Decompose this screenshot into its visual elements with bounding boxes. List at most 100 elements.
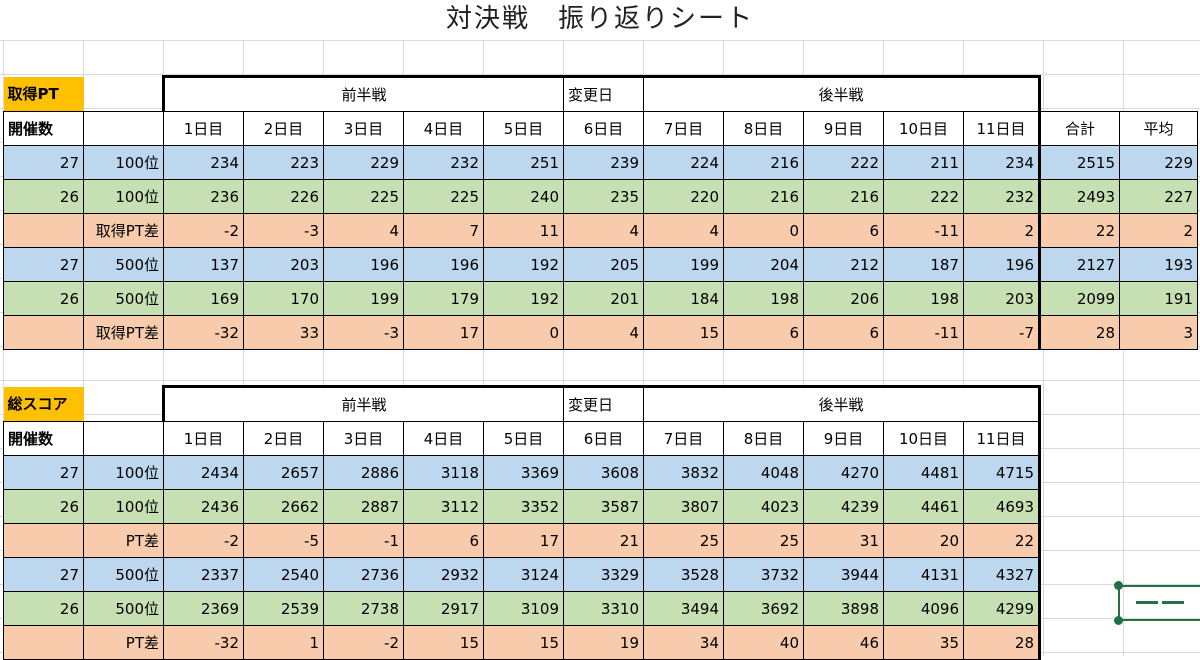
second-half-header[interactable]: 後半戦 (643, 75, 1041, 112)
value-cell[interactable]: 192 (483, 247, 564, 282)
value-cell[interactable]: 239 (563, 145, 644, 180)
value-cell[interactable]: 216 (803, 179, 884, 214)
average-cell[interactable]: 3 (1119, 315, 1198, 350)
value-cell[interactable]: -2 (323, 625, 404, 660)
value-cell[interactable]: 235 (563, 179, 644, 214)
value-cell[interactable]: 2436 (163, 489, 244, 524)
value-cell[interactable]: 3807 (643, 489, 724, 524)
value-cell[interactable]: 4327 (963, 557, 1041, 592)
value-cell[interactable]: 3528 (643, 557, 724, 592)
change-day-header[interactable]: 変更日 (563, 385, 644, 422)
value-cell[interactable]: -11 (883, 213, 964, 248)
count-cell[interactable]: 27 (3, 247, 84, 282)
day-header-6[interactable]: 6日目 (563, 111, 644, 146)
day-header-1[interactable]: 1日目 (163, 111, 244, 146)
selection-handle[interactable] (1114, 616, 1123, 625)
value-cell[interactable]: 4481 (883, 455, 964, 490)
value-cell[interactable]: 4299 (963, 591, 1041, 626)
change-day-header[interactable]: 変更日 (563, 75, 644, 112)
rank-cell[interactable]: 100位 (83, 145, 164, 180)
value-cell[interactable]: 198 (883, 281, 964, 316)
value-cell[interactable]: 28 (963, 625, 1041, 660)
value-cell[interactable]: 15 (403, 625, 484, 660)
total-cell[interactable]: 28 (1039, 315, 1120, 350)
rank-cell[interactable]: 取得PT差 (83, 213, 164, 248)
day-header-3[interactable]: 3日目 (323, 111, 404, 146)
day-header-1[interactable]: 1日目 (163, 421, 244, 456)
total-cell[interactable]: 2515 (1039, 145, 1120, 180)
value-cell[interactable]: -32 (163, 315, 244, 350)
average-cell[interactable]: 191 (1119, 281, 1198, 316)
count-cell[interactable]: 26 (3, 489, 84, 524)
value-cell[interactable]: 6 (803, 315, 884, 350)
rank-cell[interactable]: 500位 (83, 281, 164, 316)
value-cell[interactable]: 3832 (643, 455, 724, 490)
value-cell[interactable]: -32 (163, 625, 244, 660)
total-cell[interactable]: 2099 (1039, 281, 1120, 316)
value-cell[interactable]: 33 (243, 315, 324, 350)
value-cell[interactable]: 137 (163, 247, 244, 282)
value-cell[interactable]: 4 (643, 213, 724, 248)
value-cell[interactable]: 2662 (243, 489, 324, 524)
selection-handle[interactable] (1114, 581, 1123, 590)
count-cell[interactable]: 26 (3, 179, 84, 214)
value-cell[interactable]: 17 (483, 523, 564, 558)
value-cell[interactable]: 0 (483, 315, 564, 350)
value-cell[interactable]: 2369 (163, 591, 244, 626)
count-header[interactable]: 開催数 (3, 111, 84, 146)
value-cell[interactable]: 15 (483, 625, 564, 660)
value-cell[interactable]: 17 (403, 315, 484, 350)
day-header-2[interactable]: 2日目 (243, 421, 324, 456)
rank-cell[interactable]: 500位 (83, 557, 164, 592)
rank-cell[interactable]: 100位 (83, 489, 164, 524)
count-cell[interactable] (3, 625, 84, 660)
value-cell[interactable]: 4715 (963, 455, 1041, 490)
value-cell[interactable]: 4 (563, 315, 644, 350)
value-cell[interactable]: 2657 (243, 455, 324, 490)
value-cell[interactable]: 3329 (563, 557, 644, 592)
count-cell[interactable]: 27 (3, 455, 84, 490)
value-cell[interactable]: 2886 (323, 455, 404, 490)
day-header-7[interactable]: 7日目 (643, 421, 724, 456)
rank-cell[interactable]: 取得PT差 (83, 315, 164, 350)
value-cell[interactable]: 11 (483, 213, 564, 248)
value-cell[interactable]: 203 (963, 281, 1041, 316)
day-header-9[interactable]: 9日目 (803, 421, 884, 456)
count-cell[interactable] (3, 213, 84, 248)
value-cell[interactable]: 2540 (243, 557, 324, 592)
blank-header[interactable] (83, 421, 164, 456)
cell-selection-box[interactable] (1118, 585, 1200, 621)
first-half-header[interactable]: 前半戦 (163, 385, 564, 422)
value-cell[interactable]: 234 (163, 145, 244, 180)
value-cell[interactable]: 199 (643, 247, 724, 282)
value-cell[interactable]: 4 (563, 213, 644, 248)
value-cell[interactable]: 25 (723, 523, 804, 558)
value-cell[interactable]: 2434 (163, 455, 244, 490)
rank-cell[interactable]: 100位 (83, 455, 164, 490)
day-header-10[interactable]: 10日目 (883, 111, 964, 146)
value-cell[interactable]: 206 (803, 281, 884, 316)
value-cell[interactable]: 22 (963, 523, 1041, 558)
day-header-6[interactable]: 6日目 (563, 421, 644, 456)
value-cell[interactable]: 3124 (483, 557, 564, 592)
rank-cell[interactable]: PT差 (83, 523, 164, 558)
value-cell[interactable]: 222 (803, 145, 884, 180)
value-cell[interactable]: -2 (163, 523, 244, 558)
first-half-header[interactable]: 前半戦 (163, 75, 564, 112)
rank-cell[interactable]: 500位 (83, 591, 164, 626)
value-cell[interactable]: 203 (243, 247, 324, 282)
value-cell[interactable]: 4 (323, 213, 404, 248)
day-header-5[interactable]: 5日目 (483, 111, 564, 146)
value-cell[interactable]: 212 (803, 247, 884, 282)
value-cell[interactable]: 216 (723, 145, 804, 180)
value-cell[interactable]: 3692 (723, 591, 804, 626)
value-cell[interactable]: 170 (243, 281, 324, 316)
day-header-4[interactable]: 4日目 (403, 111, 484, 146)
count-cell[interactable] (3, 523, 84, 558)
value-cell[interactable]: 205 (563, 247, 644, 282)
value-cell[interactable]: 234 (963, 145, 1041, 180)
value-cell[interactable]: -2 (163, 213, 244, 248)
value-cell[interactable]: 4461 (883, 489, 964, 524)
rank-cell[interactable]: PT差 (83, 625, 164, 660)
value-cell[interactable]: 236 (163, 179, 244, 214)
